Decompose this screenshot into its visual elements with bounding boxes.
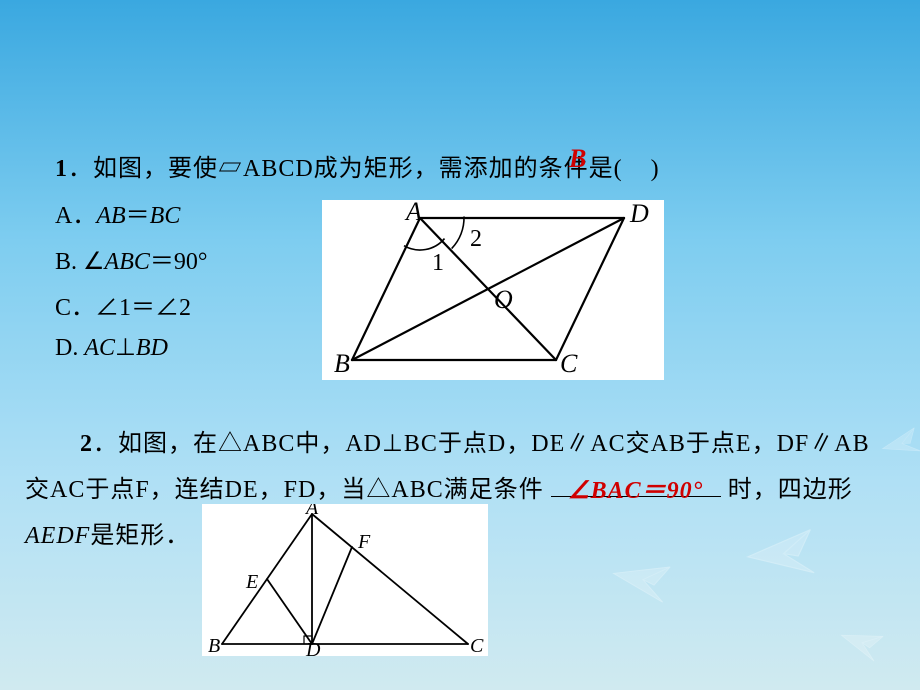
q1-option-a: A．AB＝BC [55, 195, 180, 230]
svg-text:2: 2 [470, 226, 482, 252]
q2-blank: ∠BAC＝90° [551, 472, 721, 504]
svg-text:B: B [334, 349, 350, 378]
q2-number: 2 [80, 431, 93, 457]
q1-option-c: C．∠1＝∠2 [55, 287, 191, 322]
q2-line1: 2．如图，在△ABC中，AD⊥BC于点D，DE∥AC交AB于点E，DF∥AB [80, 423, 870, 458]
svg-text:C: C [560, 349, 578, 378]
svg-text:1: 1 [432, 250, 444, 276]
q2-answer: ∠BAC＝90° [551, 470, 721, 505]
q1-option-b: B. ∠ABC＝90° [55, 241, 207, 276]
svg-text:D: D [305, 639, 321, 656]
q1-figure: A D B C O 12 [322, 200, 664, 380]
svg-text:A: A [304, 504, 319, 519]
svg-text:O: O [494, 285, 513, 314]
svg-text:D: D [629, 200, 649, 228]
q1-number: 1 [55, 156, 68, 182]
svg-text:C: C [470, 635, 484, 656]
svg-text:A: A [404, 200, 422, 226]
q2-line3: AEDF是矩形． [25, 515, 190, 550]
svg-text:B: B [208, 635, 220, 656]
svg-text:E: E [245, 571, 258, 593]
q1-option-d: D. AC⊥BD [55, 333, 168, 362]
q1-answer: B [569, 144, 586, 174]
slide-root: 1．如图，要使▱ABCD成为矩形，需添加的条件是( ) B A．AB＝BC B.… [0, 0, 920, 690]
q2-figure: A B C D E F [202, 504, 488, 656]
svg-text:F: F [357, 531, 371, 553]
q2-line2: 交AC于点F，连结DE，FD，当△ABC满足条件 ∠BAC＝90° 时，四边形 [25, 469, 853, 504]
